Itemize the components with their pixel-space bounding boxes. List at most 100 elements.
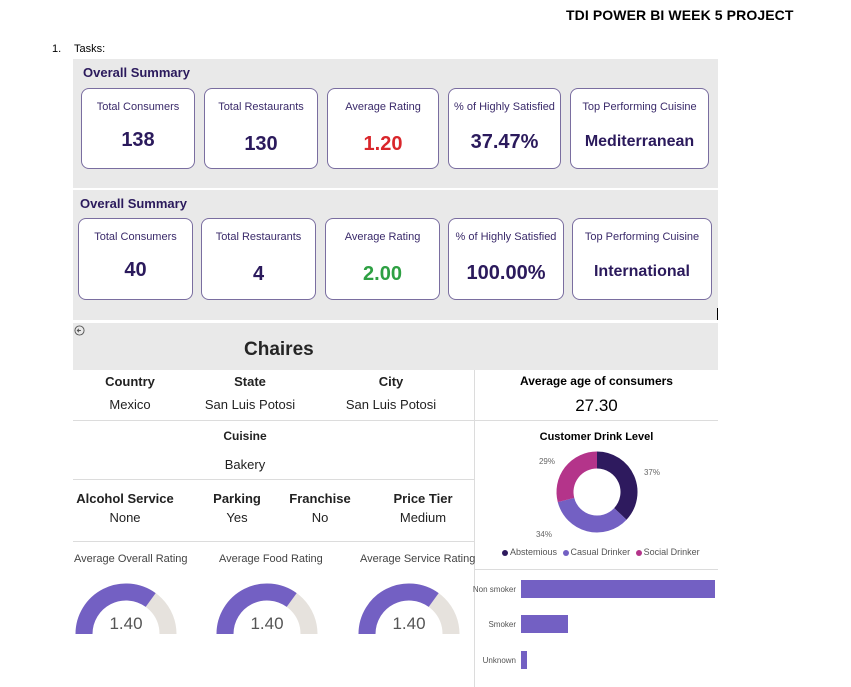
chart-legend: Abstemious Casual Drinker Social Drinker [502,547,703,557]
list-item-text: Tasks: [74,43,106,55]
card-value: 37.47% [470,131,539,153]
field-value: Mexico [109,397,151,412]
legend-label: Casual Drinker [570,547,631,557]
card-top-cuisine[interactable]: Top Performing Cuisine International [572,218,712,300]
gauge-food-rating[interactable]: 1.40 [212,576,322,638]
card-total-restaurants[interactable]: Total Restaurants 4 [201,218,316,300]
bar-smoker[interactable] [521,615,568,633]
donut-slice-social-drinker[interactable] [556,451,598,503]
donut-data-label: 34% [536,530,552,539]
field-value: No [311,510,329,525]
gauge-fill [358,583,439,635]
card-label: Average Rating [345,101,421,113]
gauge-value: 1.40 [392,614,425,633]
card-label: Top Performing Cuisine [582,101,697,113]
bar-category-label: Non smoker [472,585,516,594]
field-label: Franchise [289,491,351,506]
card-label: Total Restaurants [215,231,302,243]
donut-data-label: 29% [539,457,555,466]
drink-level-donut-chart[interactable]: 37% 34% 29% [520,446,670,546]
overall-summary-panel-2: Overall Summary Total Consumers 40 Total… [73,190,718,320]
avg-age-value: 27.30 [575,396,618,415]
panel-title: Overall Summary [80,196,187,211]
card-average-rating[interactable]: Average Rating 2.00 [325,218,440,300]
card-label: % of Highly Satisfied [454,101,555,113]
field-value: San Luis Potosi [345,397,437,412]
card-label: Top Performing Cuisine [584,231,700,243]
bar-non-smoker[interactable] [521,580,715,598]
card-label: Total Consumers [94,231,177,243]
cuisine-field: Cuisine Bakery [205,429,285,472]
gauge-value: 1.40 [250,614,283,633]
panel-title: Overall Summary [83,65,190,80]
donut-slice-casual-drinker[interactable] [557,497,627,533]
card-value: 138 [121,129,155,151]
field-label: State [234,374,266,389]
card-value: 2.00 [363,263,402,285]
legend-item[interactable]: Social Drinker [635,547,700,557]
card-total-consumers[interactable]: Total Consumers 40 [78,218,193,300]
card-label: Average Rating [344,231,421,243]
gauge-fill [75,583,156,635]
divider [474,370,475,687]
bar-category-label: Unknown [482,656,516,665]
price-field: Price Tier Medium [386,491,460,525]
text-cursor [717,308,718,320]
legend-label: Abstemious [510,547,558,557]
card-value: 130 [244,133,278,155]
gauge-overall-rating[interactable]: 1.40 [71,576,181,638]
field-label: Cuisine [223,429,267,443]
avg-age-label: Average age of consumers [520,374,673,388]
back-arrow-icon[interactable] [74,325,85,336]
field-value: Medium [399,510,447,525]
card-highly-satisfied[interactable]: % of Highly Satisfied 100.00% [448,218,564,300]
donut-slice-abstemious[interactable] [596,451,638,520]
field-value: Yes [226,510,248,525]
legend-item[interactable]: Abstemious [502,547,557,557]
legend-label: Social Drinker [643,547,700,557]
card-label: % of Highly Satisfied [455,231,557,243]
field-label: City [378,374,404,389]
card-top-cuisine[interactable]: Top Performing Cuisine Mediterranean [570,88,709,169]
donut-data-label: 37% [644,468,660,477]
alcohol-field: Alcohol Service None [76,491,174,525]
card-label: Total Consumers [96,101,180,113]
chart-title: Customer Drink Level [539,431,654,443]
card-value: Mediterranean [584,133,695,150]
state-field: State San Luis Potosi [195,374,305,412]
card-value: International [593,263,690,280]
field-value: San Luis Potosi [204,397,296,412]
card-value: 40 [124,259,147,281]
card-total-consumers[interactable]: Total Consumers 138 [81,88,195,169]
card-average-rating[interactable]: Average Rating 1.20 [327,88,439,169]
gauge-value: 1.40 [109,614,142,633]
field-label: Country [105,374,155,389]
field-value: None [109,510,141,525]
card-highly-satisfied[interactable]: % of Highly Satisfied 37.47% [448,88,561,169]
franchise-field: Franchise No [288,491,352,525]
divider [73,541,474,542]
card-label: Total Restaurants [218,101,304,113]
card-total-restaurants[interactable]: Total Restaurants 130 [204,88,318,169]
parking-field: Parking Yes [207,491,267,525]
document-title: TDI POWER BI WEEK 5 PROJECT [566,7,794,23]
field-label: Alcohol Service [76,491,174,506]
city-field: City San Luis Potosi [340,374,442,412]
card-value: 1.20 [363,133,403,155]
field-value: Bakery [224,457,266,472]
divider [475,420,718,421]
restaurant-header: Chaires [73,323,718,370]
list-number: 1. [52,43,62,55]
field-label: Price Tier [393,491,453,506]
divider [73,420,474,421]
card-value: 100.00% [466,262,546,284]
legend-item[interactable]: Casual Drinker [562,547,631,557]
divider [73,479,474,480]
divider [475,569,718,570]
bar-category-label: Smoker [488,620,516,629]
gauge-service-rating[interactable]: 1.40 [354,576,464,638]
gauge-label-service: Average Service Rating [360,553,476,565]
bar-unknown[interactable] [521,651,527,669]
gauge-label-food: Average Food Rating [219,553,323,565]
gauge-fill [216,583,297,635]
